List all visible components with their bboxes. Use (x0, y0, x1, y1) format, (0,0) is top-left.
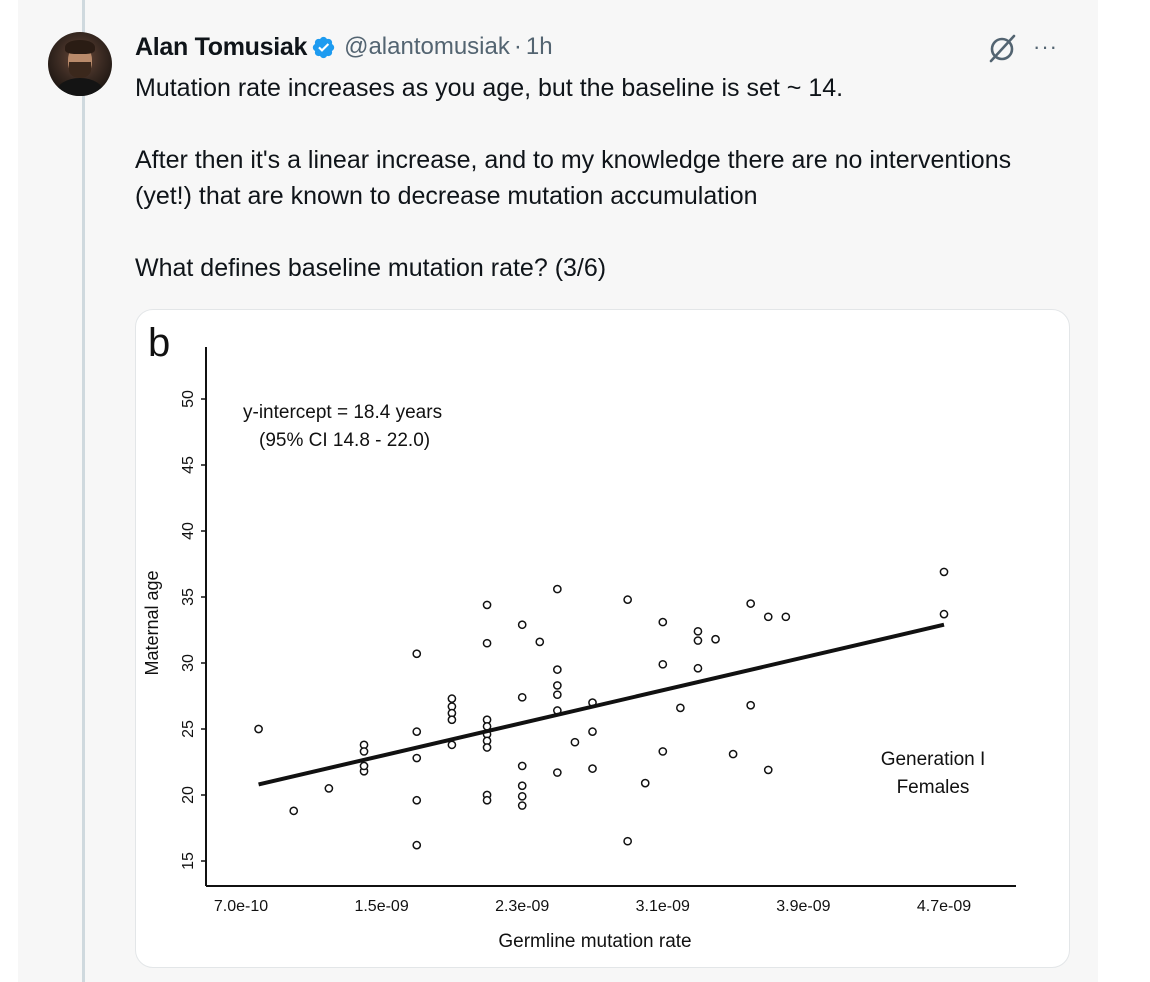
data-point (324, 784, 334, 793)
data-point (482, 743, 492, 752)
data-point (711, 634, 720, 644)
data-point (412, 753, 422, 763)
x-tick-label: 2.3e-09 (495, 898, 549, 915)
x-tick-label: 3.1e-09 (636, 898, 690, 915)
annotation-line-1: y-intercept = 18.4 years (243, 402, 442, 423)
y-tick-label: 40 (180, 522, 197, 540)
data-point (553, 584, 562, 594)
data-point (693, 636, 703, 645)
data-point (359, 747, 369, 756)
data-point (658, 659, 668, 669)
data-point (535, 637, 545, 647)
data-point (676, 703, 685, 713)
y-tick-label: 30 (180, 654, 197, 672)
data-point (658, 617, 668, 627)
grok-icon[interactable] (985, 32, 1019, 66)
data-point (517, 692, 527, 702)
tweet-header: Alan Tomusiak @alantomusiak · 1h (135, 32, 553, 62)
tweet-text-paragraph: Mutation rate increases as you age, but … (135, 74, 844, 102)
data-point (570, 737, 580, 747)
y-tick-label: 15 (180, 852, 197, 870)
x-tick-label: 1.5e-09 (354, 898, 408, 915)
data-point (517, 791, 527, 801)
data-point (553, 690, 562, 700)
group-label-line-2: Females (897, 777, 970, 798)
y-tick-label: 25 (180, 720, 197, 738)
data-point (763, 765, 773, 775)
data-point (412, 795, 422, 805)
data-point (254, 724, 263, 734)
y-tick-label: 50 (180, 390, 197, 408)
data-point (728, 749, 738, 759)
panel-label: b (148, 321, 170, 365)
x-tick-label: 7.0e-10 (214, 898, 268, 915)
more-options-icon[interactable]: ··· (1033, 34, 1058, 59)
annotation-line-2: (95% CI 14.8 - 22.0) (259, 430, 430, 451)
x-tick-label: 4.7e-09 (917, 898, 971, 915)
data-point (412, 840, 422, 850)
separator-dot: · (513, 33, 522, 60)
data-point (412, 649, 422, 659)
author-name[interactable]: Alan Tomusiak (135, 32, 308, 61)
data-point (553, 768, 562, 777)
data-point (412, 727, 422, 736)
thread-line (82, 0, 85, 982)
data-point (623, 595, 632, 604)
data-point (640, 778, 650, 788)
tweet-text-paragraph: What defines baseline mutation rate? (3/… (135, 254, 607, 282)
y-axis-label: Maternal age (142, 570, 162, 675)
data-point (939, 567, 949, 577)
data-point (623, 836, 632, 846)
data-point (658, 747, 668, 756)
x-tick-label: 3.9e-09 (776, 898, 830, 915)
avatar-body (56, 78, 104, 96)
author-handle[interactable]: @alantomusiak (344, 33, 510, 60)
data-point (289, 806, 299, 816)
y-tick-label: 35 (180, 588, 197, 606)
data-point (359, 761, 369, 771)
x-axis-label: Germline mutation rate (498, 931, 691, 952)
avatar[interactable] (48, 32, 112, 96)
data-point (746, 700, 756, 710)
data-point (588, 727, 597, 736)
data-point (553, 665, 562, 674)
group-label-line-1: Generation I (881, 749, 986, 770)
data-point (447, 694, 457, 703)
data-point (482, 638, 492, 648)
data-point (553, 681, 562, 690)
data-point (746, 599, 756, 608)
data-point (517, 781, 527, 791)
data-point (517, 620, 527, 630)
tweet-text-paragraph: After then it's a linear increase, and t… (135, 146, 1012, 210)
timestamp[interactable]: 1h (525, 33, 553, 60)
data-point (517, 801, 527, 810)
data-point (482, 795, 492, 805)
avatar-hair (65, 40, 95, 54)
verified-badge-icon (312, 36, 335, 58)
data-point (447, 740, 457, 750)
data-point (939, 609, 949, 619)
data-point (588, 764, 597, 773)
y-tick-label: 20 (180, 786, 197, 804)
data-point (447, 715, 457, 725)
data-point (693, 663, 703, 673)
data-point (482, 600, 492, 610)
data-point (763, 612, 773, 622)
data-point (693, 626, 703, 636)
fit-line (258, 622, 945, 787)
y-tick-label: 45 (180, 456, 197, 474)
data-point (517, 761, 527, 771)
avatar-beard (69, 62, 91, 78)
media-card[interactable]: b 15 20 25 30 35 40 45 50 7.0e-10 1.5e-09 2.3e-09 3… (135, 309, 1070, 968)
scatter-chart: b 15 20 25 30 35 40 45 50 7.0e-10 1.5e-09 2.3e-09 3… (142, 321, 1016, 952)
data-point (781, 612, 791, 622)
